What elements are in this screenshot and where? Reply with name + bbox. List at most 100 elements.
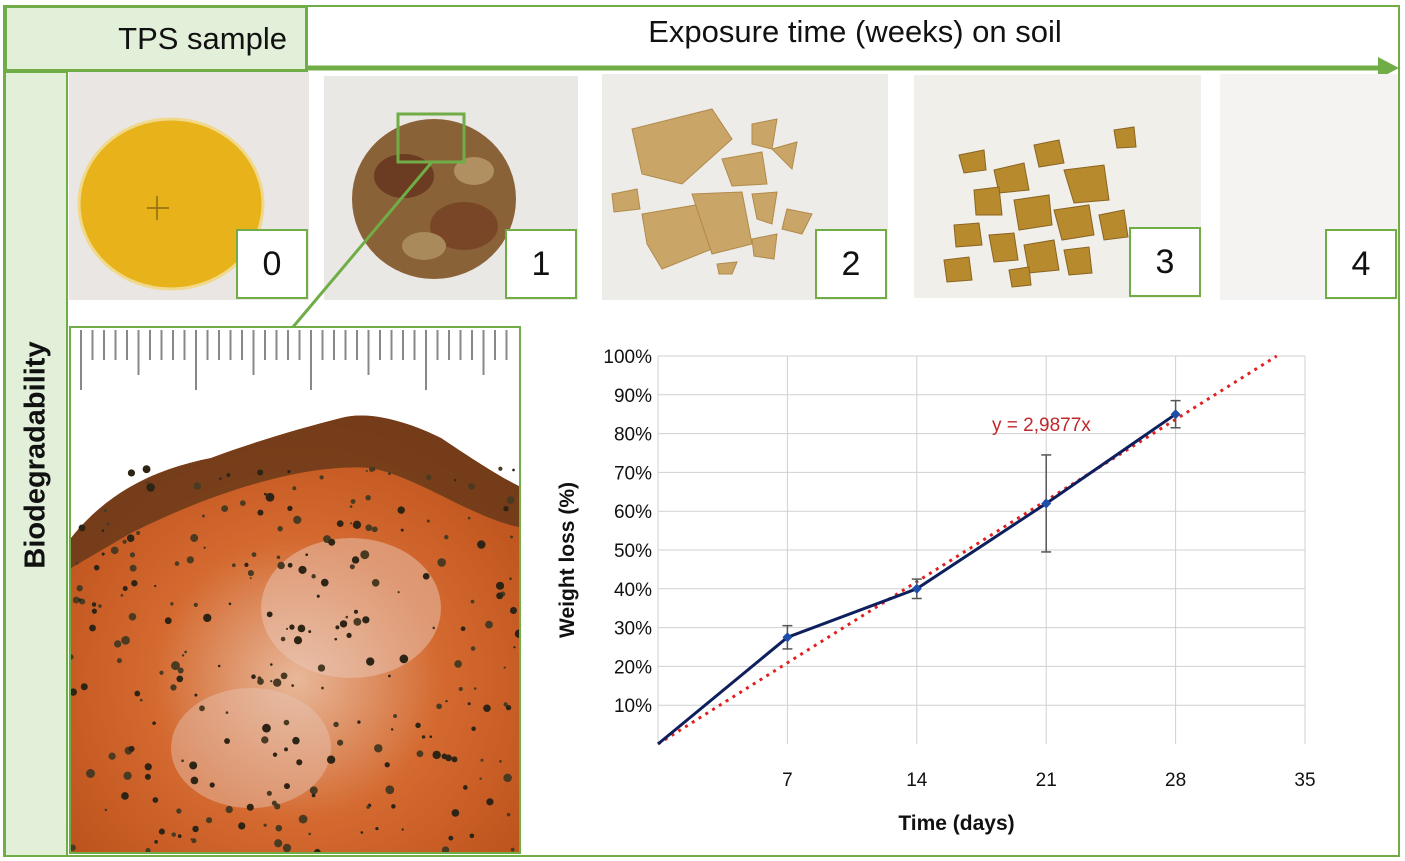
data-point	[782, 632, 793, 643]
soil-speck	[276, 555, 281, 560]
soil-speck	[311, 793, 316, 798]
soil-speck	[93, 564, 100, 571]
soil-speck	[368, 466, 375, 472]
soil-speck	[400, 528, 404, 532]
soil-speck	[317, 664, 326, 672]
soil-speck	[98, 604, 102, 608]
soil-speck	[514, 629, 519, 639]
soil-speck	[191, 838, 197, 844]
soil-speck	[287, 470, 291, 474]
soil-speck	[326, 755, 336, 764]
soil-speck	[360, 831, 364, 834]
soil-speck	[337, 739, 344, 746]
soil-speck	[103, 508, 108, 513]
soil-speck	[374, 744, 383, 753]
soil-speck	[391, 804, 396, 809]
soil-speck	[265, 492, 275, 502]
soil-speck	[437, 558, 446, 567]
soil-speck	[349, 564, 355, 570]
soil-speck	[513, 646, 516, 649]
soil-speck	[469, 833, 475, 839]
soil-speck	[106, 522, 110, 526]
soil-speck	[477, 540, 486, 549]
week-3-badge: 3	[1129, 227, 1201, 297]
soil-speck	[199, 705, 205, 712]
soil-speck	[283, 783, 290, 790]
soil-speck	[192, 825, 199, 833]
soil-speck	[283, 719, 290, 726]
soil-speck	[209, 782, 215, 788]
soil-speck	[298, 814, 308, 824]
soil-speck	[451, 756, 458, 763]
data-point	[911, 583, 922, 594]
soil-speck	[131, 579, 138, 587]
exposure-time-title: Exposure time (weeks) on soil	[648, 14, 1062, 49]
soil-speck	[429, 735, 433, 739]
sample-photo-week-0	[69, 72, 309, 300]
soil-speck	[485, 620, 493, 629]
soil-speck	[101, 552, 105, 556]
soil-speck	[142, 465, 151, 474]
soil-speck	[286, 627, 289, 630]
soil-speck	[292, 736, 300, 745]
soil-speck	[505, 704, 512, 711]
soil-speck	[71, 844, 76, 851]
x-tick-label: 14	[906, 770, 928, 791]
soil-speck	[152, 797, 159, 803]
soil-speck	[510, 535, 513, 539]
soil-speck	[120, 593, 124, 597]
soil-speck	[328, 538, 336, 546]
soil-speck	[128, 745, 135, 752]
soil-speck	[393, 714, 398, 718]
soil-speck	[270, 663, 273, 666]
soil-speck	[226, 473, 231, 478]
soil-speck	[401, 828, 404, 831]
soil-speck	[271, 800, 277, 806]
soil-speck	[397, 506, 405, 514]
soil-speck	[190, 776, 199, 785]
y-tick-label: 90%	[614, 386, 652, 407]
soil-speck	[451, 809, 460, 817]
soil-speck	[349, 522, 353, 525]
soil-speck	[336, 520, 344, 528]
soil-speck	[448, 835, 454, 841]
soil-speck	[144, 763, 152, 771]
soil-speck	[467, 516, 471, 520]
soil-speck	[453, 478, 457, 482]
soil-speck	[127, 469, 136, 477]
soil-speck	[91, 602, 97, 607]
soil-speck	[238, 822, 246, 830]
soil-speck	[91, 608, 98, 614]
soil-speck	[421, 735, 426, 739]
soil-speck	[101, 529, 105, 532]
soil-speck	[262, 723, 271, 733]
soil-speck	[203, 613, 212, 623]
soil-speck	[171, 661, 180, 671]
y-tick-label: 50%	[614, 541, 652, 562]
zoom-micrograph	[69, 326, 521, 854]
soil-speck	[184, 650, 187, 654]
side-band	[4, 71, 68, 857]
y-tick-label: 100%	[603, 347, 652, 368]
soil-speck	[205, 817, 213, 824]
data-point	[1041, 498, 1052, 509]
week-0-badge: 0	[236, 229, 308, 299]
y-tick-label: 20%	[614, 657, 652, 678]
soil-speck	[71, 654, 74, 660]
soil-speck	[246, 803, 254, 811]
soil-speck	[470, 599, 475, 604]
soil-speck	[72, 596, 80, 604]
soil-speck	[416, 750, 424, 758]
week-4-badge: 4	[1325, 229, 1397, 299]
soil-speck	[365, 524, 373, 532]
soil-speck	[154, 584, 157, 588]
soil-speck	[509, 577, 512, 581]
soil-speck	[503, 702, 508, 707]
soil-speck	[225, 805, 233, 814]
soil-speck	[189, 761, 198, 770]
soil-speck	[244, 562, 249, 567]
data-point	[1170, 409, 1181, 420]
soil-speck	[287, 505, 293, 512]
soil-speck	[104, 808, 108, 812]
y-tick-label: 30%	[614, 619, 652, 640]
